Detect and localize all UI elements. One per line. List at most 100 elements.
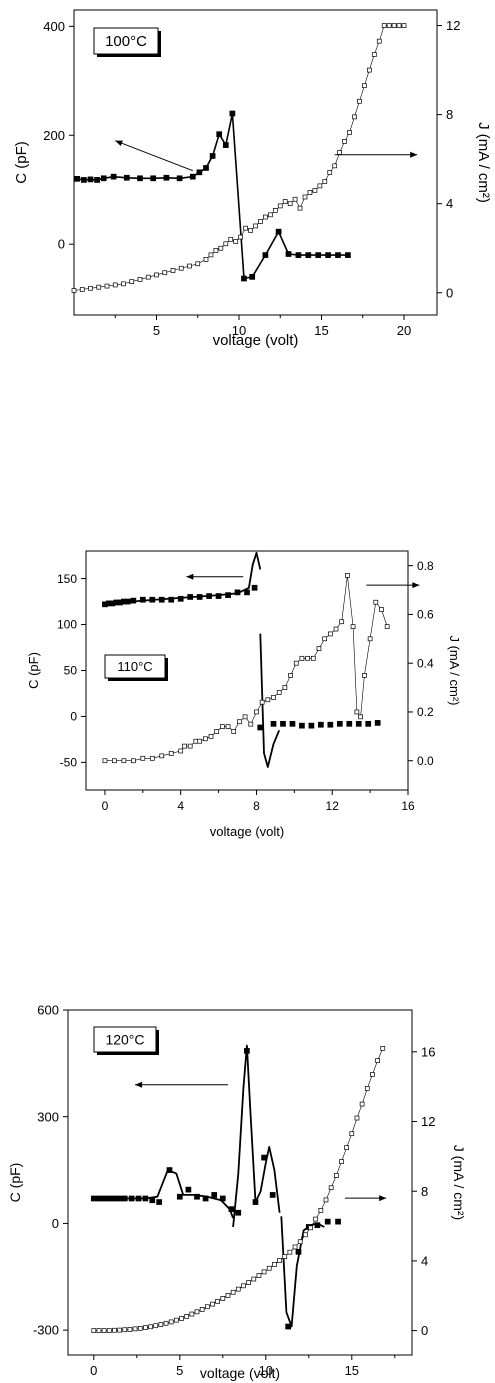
x-tick-label: 8 bbox=[253, 799, 260, 813]
current-density-point bbox=[197, 738, 202, 744]
current-density-point bbox=[292, 1244, 298, 1250]
current-density-point bbox=[375, 1058, 380, 1063]
x-tick-label: 5 bbox=[153, 323, 160, 338]
current-density-point bbox=[233, 239, 239, 244]
y2-tick-label: 0.0 bbox=[417, 754, 434, 768]
capacitance-point bbox=[96, 1195, 102, 1202]
current-density-point bbox=[202, 736, 208, 742]
capacitance-point bbox=[324, 1218, 331, 1225]
capacitance-point bbox=[135, 1195, 142, 1202]
current-density-point bbox=[225, 1293, 231, 1298]
current-density-point bbox=[153, 1323, 159, 1329]
current-density-point bbox=[129, 279, 135, 284]
current-density-point bbox=[121, 281, 126, 287]
arrow-head bbox=[410, 151, 418, 158]
capacitance-point bbox=[130, 597, 137, 604]
current-density-point bbox=[117, 1327, 122, 1333]
series-line bbox=[73, 25, 404, 291]
current-density-point bbox=[373, 599, 379, 605]
current-density-point bbox=[323, 1197, 329, 1203]
current-density-point bbox=[293, 660, 299, 666]
current-density-point bbox=[345, 573, 350, 578]
current-density-point bbox=[322, 179, 328, 184]
capacitance-point bbox=[106, 1195, 113, 1202]
capacitance-point bbox=[100, 175, 107, 182]
current-density-point bbox=[96, 1328, 102, 1333]
capacitance-point bbox=[150, 175, 157, 182]
current-density-point bbox=[307, 190, 313, 195]
current-density-point bbox=[187, 263, 192, 269]
current-density-point bbox=[396, 23, 402, 28]
arrow-head bbox=[115, 140, 123, 147]
capacitance-point bbox=[289, 720, 296, 727]
y2-tick-label: 0 bbox=[421, 1323, 428, 1338]
y-tick-label: 400 bbox=[43, 19, 65, 34]
y2-tick-label: 4 bbox=[446, 196, 453, 211]
capacitance-point bbox=[121, 1195, 128, 1202]
capacitance-point bbox=[275, 228, 282, 235]
capacitance-point bbox=[299, 722, 305, 729]
capacitance-point bbox=[335, 252, 341, 258]
capacitance-point bbox=[110, 173, 117, 180]
current-density-point bbox=[381, 23, 387, 28]
current-density-point bbox=[182, 743, 187, 749]
current-density-point bbox=[344, 1145, 349, 1151]
fit-curve bbox=[280, 1216, 325, 1328]
plot-frame bbox=[73, 9, 438, 316]
current-density-point bbox=[159, 753, 165, 759]
capacitance-point bbox=[194, 1193, 200, 1200]
current-density-point bbox=[297, 1239, 303, 1245]
current-density-point bbox=[184, 1313, 190, 1319]
current-density-point bbox=[362, 673, 367, 678]
y-axis-title: C (pF) bbox=[7, 1163, 23, 1203]
current-density-point bbox=[354, 1115, 360, 1121]
current-density-point bbox=[337, 150, 342, 155]
capacitance-point bbox=[234, 589, 241, 596]
capacitance-point bbox=[215, 593, 222, 599]
current-density-point bbox=[313, 1216, 319, 1222]
y2-axis-title: J (mA / cm²) bbox=[475, 122, 492, 203]
current-density-point bbox=[254, 709, 259, 715]
current-density-point bbox=[287, 201, 293, 207]
current-density-point bbox=[292, 196, 298, 202]
capacitance-point bbox=[262, 252, 269, 258]
capacitance-point bbox=[209, 153, 216, 159]
current-density-point bbox=[143, 1325, 148, 1330]
current-density-point bbox=[101, 1328, 107, 1333]
current-density-point bbox=[215, 1298, 220, 1304]
current-density-point bbox=[305, 655, 310, 661]
current-density-point bbox=[137, 277, 143, 282]
current-density-point bbox=[333, 1173, 339, 1178]
capacitance-point bbox=[374, 720, 381, 726]
current-density-point bbox=[230, 1289, 236, 1295]
capacitance-point bbox=[228, 1206, 235, 1213]
current-density-point bbox=[79, 287, 85, 292]
current-density-point bbox=[277, 1258, 282, 1263]
y2-axis-title: J (mA / cm²) bbox=[447, 635, 462, 705]
current-density-point bbox=[370, 1072, 375, 1077]
current-density-point bbox=[354, 709, 360, 715]
capacitance-point bbox=[176, 175, 183, 182]
current-density-point bbox=[145, 274, 151, 280]
current-density-point bbox=[261, 1269, 267, 1275]
current-density-point bbox=[379, 607, 384, 612]
current-density-point bbox=[248, 721, 254, 727]
y-tick-label: 150 bbox=[57, 572, 77, 586]
capacitance-point bbox=[187, 594, 194, 600]
current-density-point bbox=[121, 758, 127, 764]
capacitance-point bbox=[124, 598, 131, 605]
current-density-point bbox=[223, 241, 229, 247]
fit-curve bbox=[259, 633, 281, 768]
current-density-point bbox=[189, 1311, 195, 1317]
current-density-point bbox=[162, 270, 168, 276]
y-tick-label: 300 bbox=[37, 1109, 59, 1124]
current-density-point bbox=[333, 626, 339, 632]
label-box bbox=[93, 27, 159, 55]
current-density-point bbox=[256, 1273, 262, 1278]
capacitance-point bbox=[176, 1193, 183, 1200]
capacitance-point bbox=[222, 142, 229, 148]
current-density-point bbox=[347, 130, 352, 135]
current-density-point bbox=[272, 1262, 277, 1267]
current-density-point bbox=[352, 114, 357, 120]
current-density-point bbox=[259, 699, 265, 705]
